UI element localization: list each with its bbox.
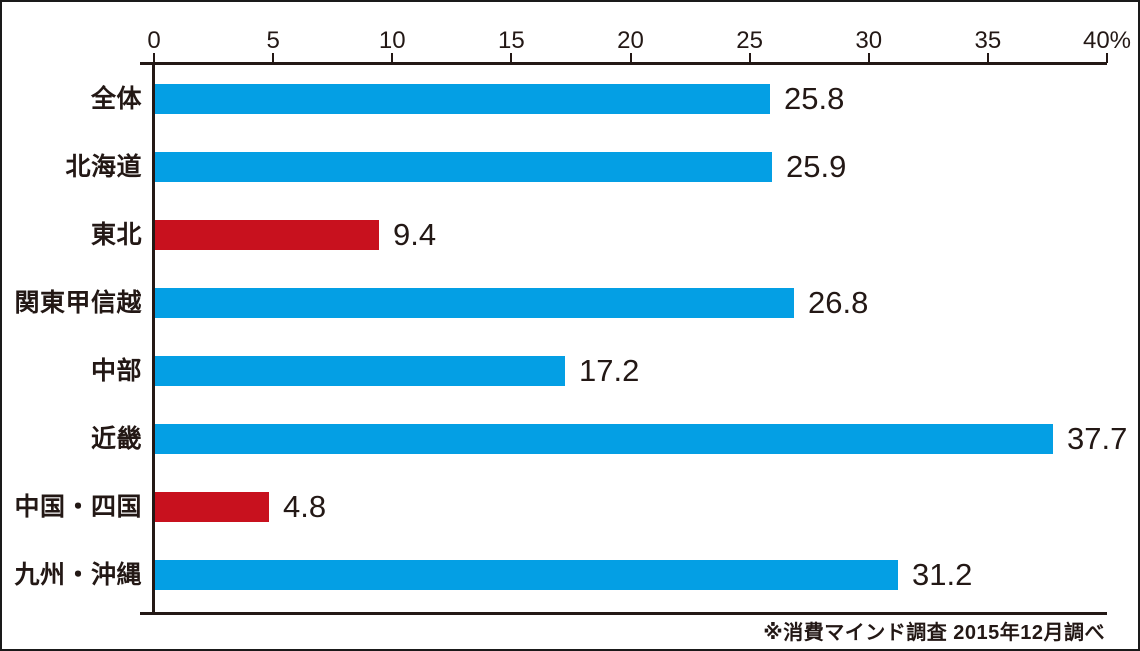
bar-normal [155,356,565,386]
value-label: 17.2 [579,353,640,388]
category-label: 関東甲信越 [14,289,142,317]
x-axis-tick-label: 35 [974,27,1002,54]
y-axis-line [152,62,155,615]
category-label: 中部 [90,357,142,385]
value-label: 4.8 [283,489,327,524]
value-label: 37.7 [1067,421,1128,456]
bar-highlight [155,492,269,522]
x-axis-tick [986,53,989,63]
x-axis-tick-label: 25 [736,27,763,54]
value-label: 25.8 [784,81,845,116]
category-label: 近畿 [90,425,142,453]
category-label: 九州・沖縄 [14,561,142,589]
x-axis-tick [510,53,513,63]
value-label: 31.2 [912,557,973,592]
x-axis-tick-label: 40% [1082,27,1132,54]
x-axis-tick [748,53,751,63]
source-note: ※消費マインド調査 2015年12月調べ [763,622,1105,644]
x-axis-tick-label: 5 [266,27,280,54]
x-axis-tick-label: 15 [498,27,525,54]
bar-normal [155,560,898,590]
value-label: 25.9 [786,149,847,184]
x-axis-tick [391,53,394,63]
x-axis-tick [867,53,870,63]
x-axis-tick [629,53,632,63]
bar-highlight [155,220,379,250]
x-axis-line-top [140,62,1107,65]
bar-normal [155,152,772,182]
x-axis-tick-label: 30 [855,27,883,54]
x-axis-line-bottom [140,612,1107,615]
category-label: 中国・四国 [14,493,142,521]
bar-normal [155,424,1053,454]
x-axis-tick-label: 0 [147,27,161,54]
x-axis-tick [272,53,275,63]
category-label: 東北 [90,221,142,249]
x-axis-tick-label: 10 [378,27,406,54]
value-label: 9.4 [393,217,437,252]
category-label: 北海道 [65,153,142,181]
bar-normal [155,288,794,318]
bar-normal [155,84,770,114]
x-axis-tick-label: 20 [617,27,644,54]
value-label: 26.8 [808,285,869,320]
category-label: 全体 [90,85,142,113]
x-axis-tick [153,53,155,63]
x-axis-tick [1106,53,1108,63]
